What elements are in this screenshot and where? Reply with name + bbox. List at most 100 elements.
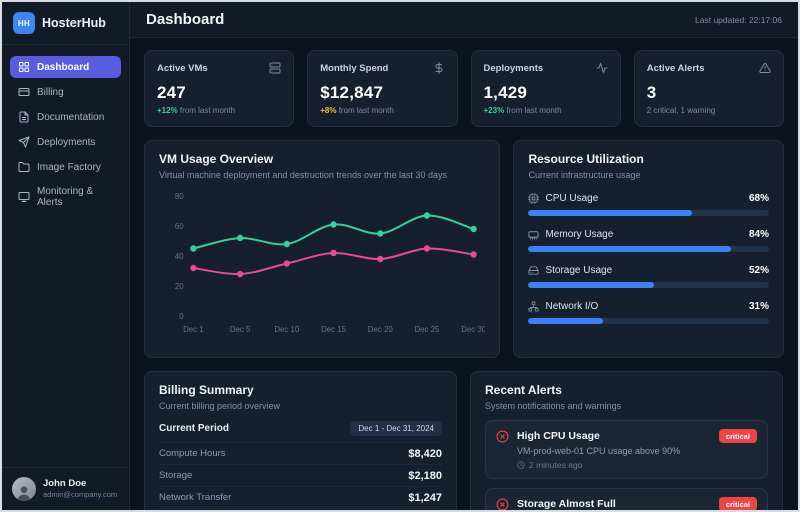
panel-title: Resource Utilization	[528, 152, 644, 166]
sidebar-nav: Dashboard Billing Documentation Deployme…	[2, 45, 129, 224]
grid-icon	[19, 62, 29, 72]
stats-row: Active VMs 247 +12% from last month Mont…	[144, 50, 784, 127]
send-icon	[18, 136, 30, 148]
usage-bar-fill	[528, 210, 693, 216]
topbar: Dashboard Last updated: 22:17:06	[130, 2, 798, 38]
sidebar-item-label: Deployments	[37, 136, 96, 148]
stat-change: +12% from last month	[157, 106, 236, 115]
page-title: Dashboard	[146, 11, 225, 28]
usage-bar-fill	[528, 318, 604, 324]
svg-text:40: 40	[175, 252, 184, 261]
user-profile[interactable]: John Doe admin@company.com	[2, 467, 129, 510]
usage-bar	[528, 246, 769, 252]
usage-bar	[528, 282, 769, 288]
resource-label: CPU Usage	[545, 193, 599, 204]
avatar	[12, 477, 36, 501]
sidebar-item-dashboard[interactable]: Dashboard	[10, 56, 121, 78]
billing-row-network: Network Transfer $1,247	[159, 486, 442, 508]
billing-row-support: Support & Extras $1,000	[159, 508, 442, 510]
stat-change: +8% from last month	[320, 106, 394, 115]
brand-logo-icon: HH	[13, 12, 35, 34]
svg-text:Dec 15: Dec 15	[321, 325, 346, 334]
billing-period-label: Current Period	[159, 423, 230, 434]
panel-subtitle: Current billing period overview	[159, 401, 281, 411]
dashboard-content: Active VMs 247 +12% from last month Mont…	[130, 38, 798, 510]
x-circle-icon	[496, 498, 509, 510]
stat-label: Monthly Spend	[320, 62, 389, 74]
usage-bar-fill	[528, 282, 654, 288]
resource-label: Storage Usage	[545, 265, 613, 276]
sidebar-item-label: Documentation	[37, 111, 105, 123]
clock-icon	[517, 461, 525, 469]
panel-title: Recent Alerts	[485, 383, 562, 397]
middle-row: VM Usage Overview Virtual machine deploy…	[144, 140, 784, 358]
usage-bar	[528, 318, 769, 324]
credit-card-icon	[18, 88, 30, 96]
sidebar-item-deployments[interactable]: Deployments	[10, 131, 121, 153]
svg-text:Dec 1: Dec 1	[183, 325, 204, 334]
sidebar-item-monitoring-alerts[interactable]: Monitoring & Alerts	[10, 181, 121, 213]
stat-change-value: +8%	[320, 106, 337, 115]
alert-item-high-cpu[interactable]: High CPU Usage critical VM-prod-web-01 C…	[485, 420, 768, 479]
resource-row-memory: Memory Usage 84%	[528, 229, 769, 252]
stat-change: 2 critical, 1 warning	[646, 106, 716, 115]
stat-value: $12,847	[320, 83, 384, 102]
stat-change-value: +23%	[483, 106, 505, 115]
sidebar-item-label: Billing	[37, 86, 64, 98]
vm-usage-line-chart: 0 20 40 60 80 Dec 1 Dec 5 Dec 10 Dec 15 Dec 20 Dec…	[175, 192, 486, 334]
folder-icon	[18, 162, 30, 172]
resource-value: 52%	[748, 265, 769, 276]
server-icon	[269, 62, 281, 74]
svg-text:60: 60	[175, 222, 184, 231]
main-area: Dashboard Last updated: 22:17:06 Active …	[130, 2, 798, 510]
file-text-icon	[19, 111, 29, 123]
sidebar-item-image-factory[interactable]: Image Factory	[10, 156, 121, 178]
panel-subtitle: System notifications and warnings	[485, 401, 622, 411]
billing-row-compute: Compute Hours $8,420	[159, 442, 442, 464]
resource-label: Network I/O	[545, 301, 599, 312]
panel-subtitle: Virtual machine deployment and destructi…	[159, 170, 447, 180]
panel-subtitle: Current infrastructure usage	[528, 170, 641, 180]
stat-value: 3	[646, 83, 657, 102]
sidebar-item-label: Monitoring & Alerts	[37, 186, 94, 208]
resource-row-storage: Storage Usage 52%	[528, 265, 769, 288]
alert-item-storage-full[interactable]: Storage Almost Full critical Database se…	[485, 488, 768, 510]
monitor-icon	[18, 192, 30, 202]
memory-icon	[528, 231, 540, 240]
brand-name: HosterHub	[42, 16, 106, 30]
sidebar-item-documentation[interactable]: Documentation	[10, 106, 121, 128]
dollar-icon	[435, 62, 442, 74]
person-icon	[17, 486, 31, 501]
usage-bar-fill	[528, 246, 731, 252]
alert-title: High CPU Usage	[517, 430, 600, 442]
stat-value: 247	[157, 83, 186, 102]
recent-alerts-panel: Recent Alerts System notifications and w…	[470, 371, 783, 510]
svg-text:Dec 5: Dec 5	[230, 325, 251, 334]
svg-text:Dec 30: Dec 30	[461, 325, 485, 334]
x-circle-icon	[496, 430, 509, 443]
resource-row-network: Network I/O 31%	[528, 301, 769, 324]
alert-title: Storage Almost Full	[517, 498, 616, 510]
svg-text:Dec 20: Dec 20	[368, 325, 393, 334]
sidebar: HH HosterHub Dashboard Billing Documenta…	[2, 2, 130, 510]
vm-usage-panel: VM Usage Overview Virtual machine deploy…	[144, 140, 501, 358]
billing-period-badge: Dec 1 - Dec 31, 2024	[350, 421, 442, 436]
brand-logo[interactable]: HH HosterHub	[2, 2, 129, 45]
svg-text:20: 20	[175, 282, 184, 291]
sidebar-item-label: Dashboard	[37, 61, 90, 73]
resource-value: 84%	[748, 229, 769, 240]
sidebar-item-label: Image Factory	[37, 161, 101, 173]
stat-change: +23% from last month	[483, 106, 562, 115]
stat-card-active-alerts: Active Alerts 3 2 critical, 1 warning	[633, 50, 784, 127]
usage-bar	[528, 210, 769, 216]
stat-value: 1,429	[483, 83, 528, 102]
resource-utilization-panel: Resource Utilization Current infrastruct…	[513, 140, 784, 358]
stat-card-active-vms: Active VMs 247 +12% from last month	[144, 50, 295, 127]
sidebar-item-billing[interactable]: Billing	[10, 81, 121, 103]
last-updated: Last updated: 22:17:06	[695, 14, 782, 25]
network-icon	[528, 301, 540, 312]
svg-text:0: 0	[179, 312, 184, 321]
alert-triangle-icon	[759, 62, 771, 73]
alert-severity-badge: critical	[718, 497, 757, 510]
